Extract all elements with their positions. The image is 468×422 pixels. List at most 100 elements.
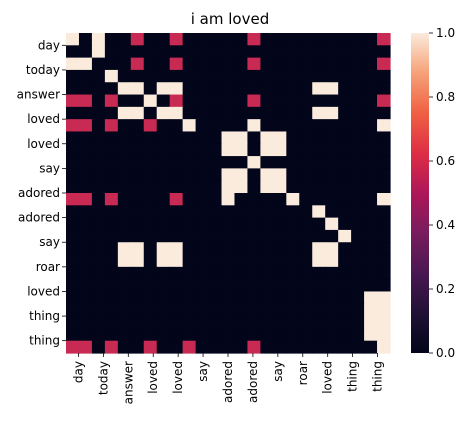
heatmap-cell bbox=[104, 291, 119, 305]
heatmap-cell bbox=[234, 45, 249, 59]
heatmap-cell bbox=[299, 316, 313, 329]
heatmap-cell bbox=[247, 340, 261, 354]
heatmap-cell bbox=[221, 69, 236, 83]
heatmap-cell bbox=[91, 168, 106, 182]
heatmap-cell bbox=[195, 143, 210, 157]
heatmap-cell bbox=[169, 242, 184, 256]
heatmap-cell bbox=[299, 69, 313, 83]
heatmap-cell bbox=[312, 94, 326, 108]
heatmap-cell bbox=[156, 119, 171, 133]
heatmap-cell bbox=[364, 143, 378, 157]
heatmap-cell bbox=[299, 229, 313, 243]
heatmap-cell bbox=[156, 242, 171, 256]
heatmap-cell bbox=[117, 69, 132, 83]
heatmap-cell bbox=[299, 57, 313, 71]
heatmap-cell bbox=[195, 266, 210, 280]
heatmap-cell bbox=[312, 131, 326, 145]
heatmap-cell bbox=[104, 205, 119, 219]
heatmap-cell bbox=[104, 156, 119, 169]
heatmap-cell bbox=[260, 242, 274, 256]
heatmap-cell bbox=[104, 131, 119, 145]
heatmap-cell bbox=[273, 119, 287, 133]
y-tick-label: answer bbox=[17, 88, 60, 102]
heatmap-cell bbox=[156, 291, 171, 305]
x-tick-label: thing bbox=[371, 361, 385, 392]
heatmap-cell bbox=[208, 291, 223, 305]
x-tick-label: adored bbox=[246, 361, 260, 403]
heatmap-cell bbox=[377, 69, 391, 83]
heatmap-cell bbox=[273, 340, 287, 354]
heatmap-cell bbox=[234, 57, 249, 71]
heatmap-cell bbox=[117, 143, 132, 157]
heatmap-cell bbox=[156, 45, 171, 59]
heatmap-cell bbox=[130, 106, 145, 120]
heatmap-cell bbox=[351, 242, 365, 256]
heatmap-cell bbox=[221, 217, 236, 231]
heatmap-cell bbox=[195, 242, 210, 256]
heatmap-cell bbox=[130, 33, 145, 46]
heatmap-cell bbox=[247, 316, 261, 329]
heatmap-cell bbox=[273, 229, 287, 243]
heatmap-cell bbox=[208, 33, 223, 46]
heatmap-cell bbox=[91, 82, 106, 96]
heatmap-cell bbox=[286, 254, 300, 268]
heatmap-cell bbox=[260, 143, 274, 157]
heatmap-cell bbox=[338, 328, 352, 342]
heatmap-cell bbox=[286, 316, 300, 329]
heatmap-cell bbox=[273, 316, 287, 329]
heatmap-cell bbox=[286, 291, 300, 305]
heatmap-cell bbox=[130, 156, 145, 169]
heatmap-cell bbox=[117, 303, 132, 317]
heatmap-cell bbox=[143, 45, 158, 59]
heatmap-cell bbox=[377, 82, 391, 96]
heatmap-cell bbox=[91, 45, 106, 59]
heatmap-cell bbox=[182, 328, 197, 342]
heatmap-cell bbox=[338, 229, 352, 243]
heatmap-cell bbox=[299, 217, 313, 231]
heatmap-cell bbox=[364, 291, 378, 305]
heatmap-cell bbox=[351, 254, 365, 268]
heatmap-cell bbox=[195, 33, 210, 46]
heatmap-cell bbox=[273, 303, 287, 317]
heatmap-cell bbox=[299, 82, 313, 96]
colorbar-tick-label: 0.8 bbox=[436, 90, 455, 104]
heatmap-cell bbox=[156, 180, 171, 194]
heatmap-cell bbox=[234, 254, 249, 268]
heatmap-cell bbox=[182, 316, 197, 329]
heatmap-cell bbox=[104, 69, 119, 83]
heatmap-cell bbox=[169, 106, 184, 120]
x-tick-label: thing bbox=[346, 361, 360, 392]
heatmap-cell bbox=[117, 279, 132, 293]
heatmap-cell bbox=[234, 131, 249, 145]
heatmap-cell bbox=[325, 82, 339, 96]
heatmap-cell bbox=[286, 57, 300, 71]
x-tick-label: loved bbox=[321, 361, 335, 394]
heatmap-cell bbox=[299, 119, 313, 133]
heatmap-cell bbox=[273, 217, 287, 231]
heatmap-cell bbox=[91, 131, 106, 145]
heatmap-cell bbox=[182, 45, 197, 59]
heatmap-cell bbox=[156, 82, 171, 96]
heatmap-cell bbox=[364, 45, 378, 59]
heatmap-cell bbox=[247, 33, 261, 46]
heatmap-cell bbox=[66, 156, 80, 169]
heatmap-cell bbox=[377, 106, 391, 120]
heatmap-cell bbox=[182, 69, 197, 83]
heatmap-cell bbox=[234, 106, 249, 120]
heatmap-cell bbox=[338, 242, 352, 256]
heatmap-cell bbox=[260, 328, 274, 342]
y-tick-label: loved bbox=[27, 137, 60, 151]
heatmap-cell bbox=[286, 205, 300, 219]
heatmap-cell bbox=[78, 69, 93, 83]
heatmap-cell bbox=[143, 229, 158, 243]
heatmap-cell bbox=[66, 316, 80, 329]
heatmap-cell bbox=[377, 217, 391, 231]
heatmap-cell bbox=[221, 156, 236, 169]
heatmap-cell bbox=[247, 328, 261, 342]
heatmap-cell bbox=[234, 291, 249, 305]
heatmap-cell bbox=[364, 254, 378, 268]
heatmap-cell bbox=[169, 33, 184, 46]
heatmap-cell bbox=[143, 119, 158, 133]
x-tick-label: say bbox=[196, 361, 210, 382]
heatmap-cell bbox=[156, 205, 171, 219]
